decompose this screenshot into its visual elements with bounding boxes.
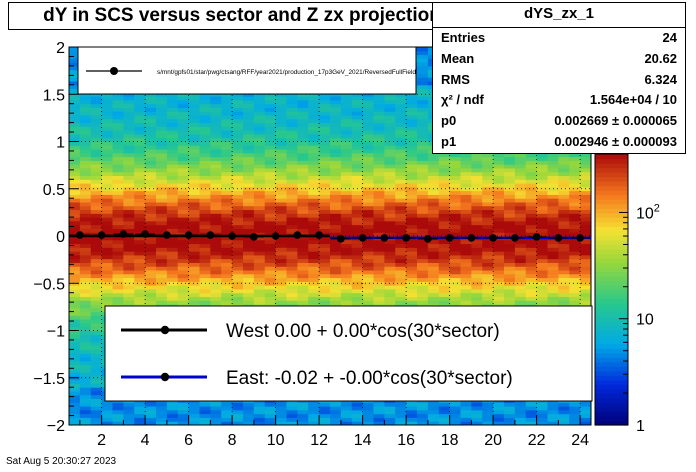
y-tick-label: −1 <box>47 324 65 341</box>
x-tick-label: 12 <box>310 432 328 449</box>
y-tick-label: 0.5 <box>43 182 65 199</box>
x-tick-label: 22 <box>528 432 546 449</box>
legend-label: East: -0.02 + -0.00*cos(30*sector) <box>226 368 513 389</box>
data-point <box>467 234 476 242</box>
x-tick-label: 18 <box>441 432 459 449</box>
data-point <box>511 234 519 242</box>
y-tick-label: 2 <box>56 40 65 57</box>
stats-row: RMS 6.324 <box>433 70 685 91</box>
color-scale-label: 10 <box>636 312 654 329</box>
stats-label: Entries <box>441 30 486 45</box>
data-point <box>358 234 367 242</box>
legend-swatch-marker <box>160 325 170 335</box>
x-tick-label: 8 <box>228 432 237 449</box>
x-tick-label: 16 <box>397 432 415 449</box>
stats-value: 6.324 <box>644 71 677 87</box>
x-tick-label: 4 <box>141 432 150 449</box>
color-scale-label: 1 <box>636 418 645 435</box>
data-point <box>554 234 563 242</box>
legend-swatch-marker <box>160 372 170 382</box>
data-point <box>293 231 302 239</box>
stats-row: χ² / ndf 1.564e+04 / 10 <box>433 90 685 111</box>
data-point <box>315 231 323 239</box>
x-tick-label: 6 <box>184 432 193 449</box>
stats-label: χ² / ndf <box>441 92 484 108</box>
y-tick-label: 1.5 <box>43 87 65 104</box>
stats-label: RMS <box>441 71 470 87</box>
top-legend-marker <box>110 67 118 75</box>
data-point <box>445 234 454 242</box>
data-point <box>228 232 236 240</box>
top-legend-text: s/mnt/gpfs01/star/pwg/ctsang/RFF/year202… <box>157 69 416 76</box>
stats-label: p0 <box>441 113 457 129</box>
stats-value: 0.002669 ± 0.000065 <box>554 113 677 129</box>
color-scale-frame <box>594 153 629 426</box>
stats-box: dYS_zx_1 Entries 24 Mean 20.62 RMS 6.324 χ²… <box>432 2 686 154</box>
legend-box <box>104 305 593 402</box>
data-point <box>76 231 84 239</box>
stats-label: p1 <box>441 133 457 149</box>
legend: West 0.00 + 0.00*cos(30*sector) East: -0.… <box>104 305 593 402</box>
data-point <box>206 231 215 239</box>
x-tick-label: 24 <box>571 432 589 449</box>
y-tick-label: −0.5 <box>33 276 65 293</box>
legend-label: West 0.00 + 0.00*cos(30*sector) <box>226 321 500 342</box>
data-point <box>402 234 410 242</box>
stats-label: Mean <box>441 50 475 66</box>
x-tick-label: 2 <box>97 432 106 449</box>
stats-value: 20.62 <box>644 50 677 66</box>
data-point <box>141 230 149 238</box>
data-point <box>424 235 432 243</box>
data-point <box>576 234 584 242</box>
stats-row: Entries 24 <box>433 28 685 49</box>
timestamp: Sat Aug 5 20:30:27 2023 <box>6 456 117 467</box>
stats-value: 0.002946 ± 0.000093 <box>554 133 677 149</box>
data-point <box>489 234 497 242</box>
stats-value: 24 <box>662 30 677 45</box>
data-point <box>337 235 345 243</box>
x-tick-label: 20 <box>484 432 502 449</box>
data-point <box>250 233 258 241</box>
y-tick-label: 1 <box>56 135 65 152</box>
stats-value: 1.564e+04 / 10 <box>589 92 677 108</box>
data-point <box>97 231 106 239</box>
data-point <box>119 230 128 238</box>
stats-histogram-name: dYS_zx_1 <box>433 3 685 28</box>
data-point <box>163 231 171 239</box>
data-point <box>532 233 541 241</box>
color-scale <box>595 154 628 426</box>
top-legend: s/mnt/gpfs01/star/pwg/ctsang/RFF/year202… <box>77 46 417 95</box>
stats-row: Mean 20.62 <box>433 49 685 70</box>
data-point <box>184 231 193 239</box>
y-tick-label: −2 <box>47 418 65 435</box>
y-tick-label: 0 <box>56 229 65 246</box>
x-tick-label: 14 <box>354 432 372 449</box>
stats-row: p0 0.002669 ± 0.000065 <box>433 111 685 132</box>
series-west <box>69 230 330 241</box>
stats-row: p1 0.002946 ± 0.000093 <box>433 132 685 153</box>
color-scale-label: 102 <box>636 202 660 222</box>
data-point <box>271 232 280 240</box>
data-point <box>380 234 389 242</box>
series-east <box>330 233 591 243</box>
x-tick-label: 10 <box>267 432 285 449</box>
y-tick-label: −1.5 <box>33 371 65 388</box>
chart-title: dY in SCS versus sector and Z zx project… <box>8 2 476 30</box>
